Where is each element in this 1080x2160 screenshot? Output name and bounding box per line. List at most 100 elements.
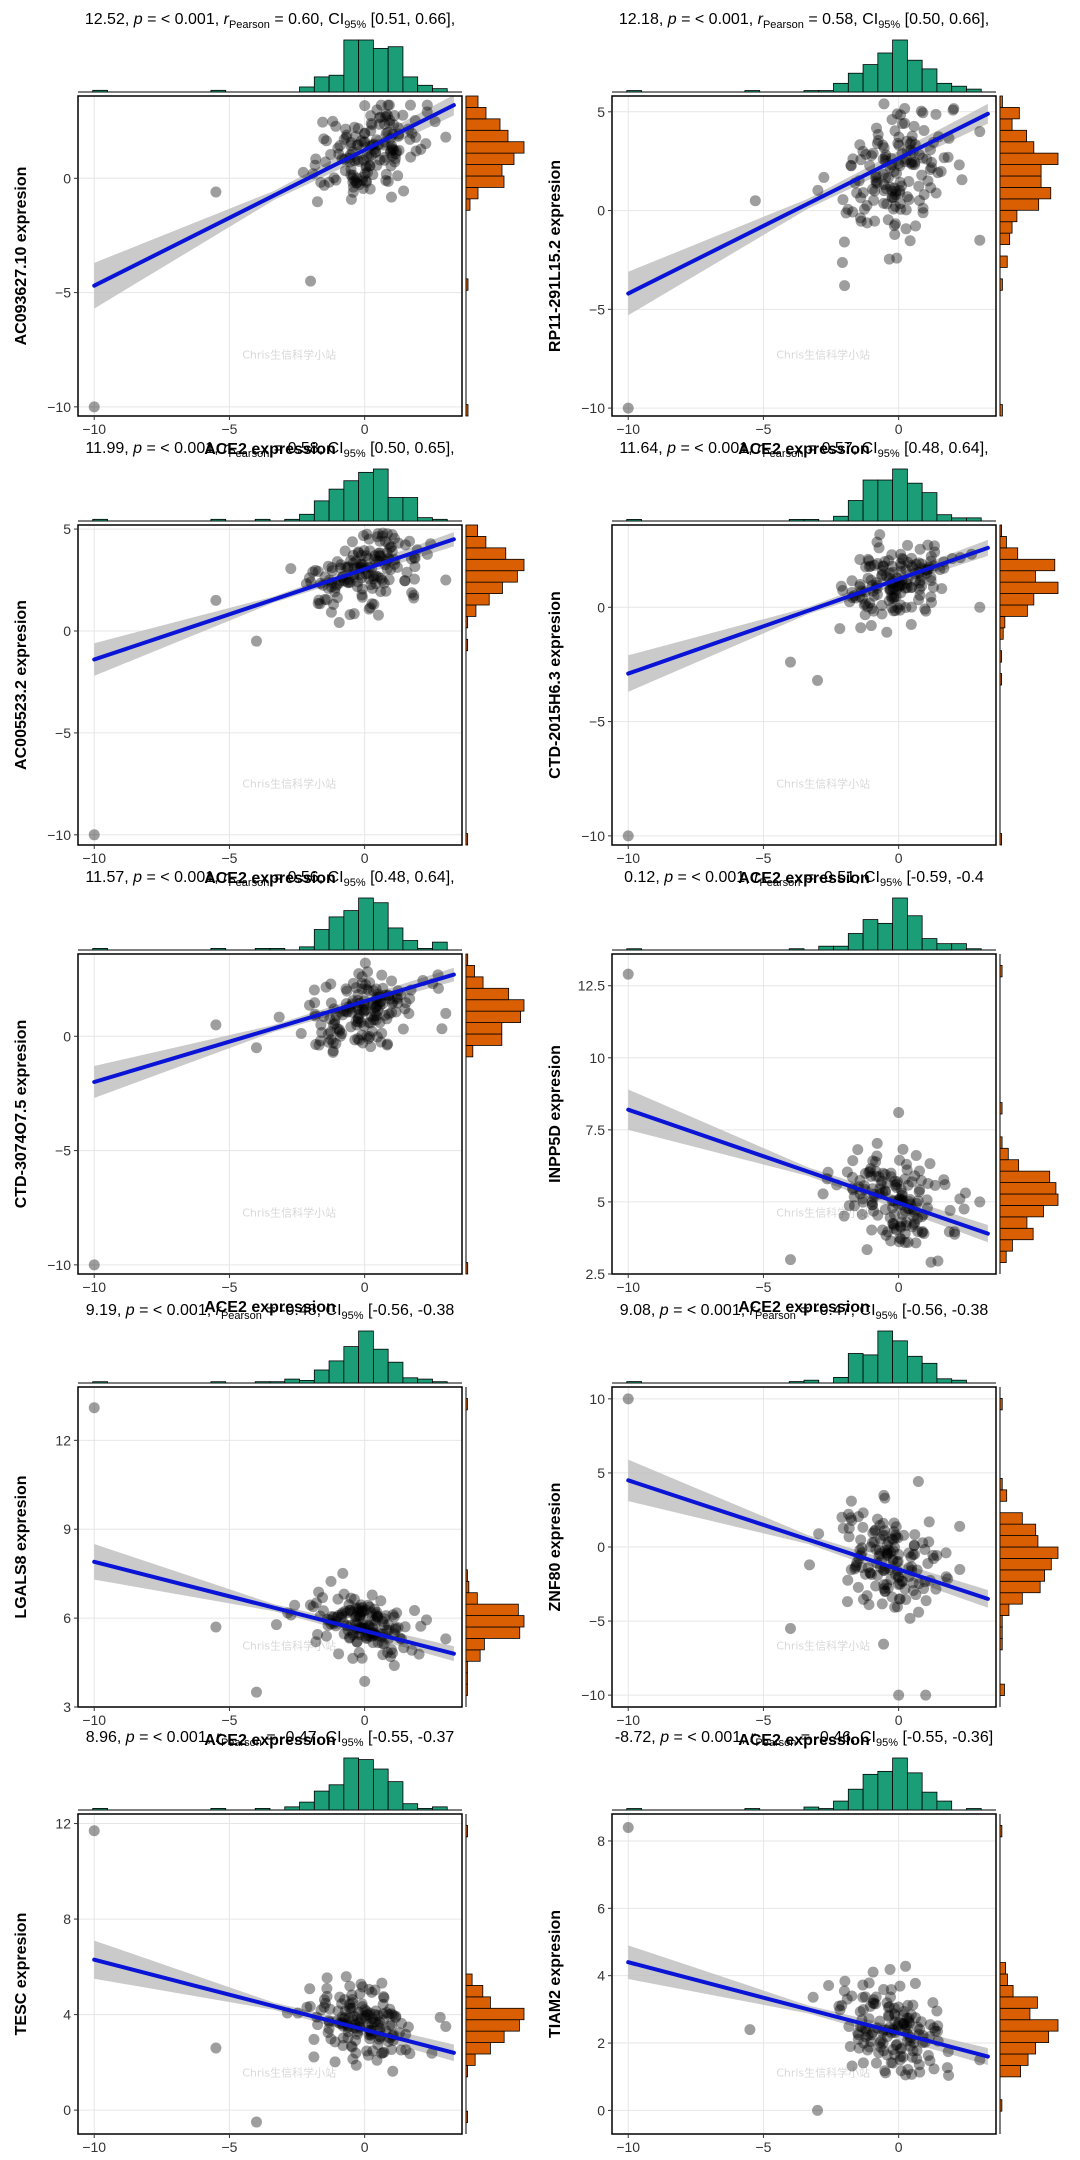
y-histogram-bar [465,1985,484,1998]
data-point [867,1527,879,1539]
x-histogram-bar [254,948,271,951]
data-point [905,157,917,169]
data-point [892,1578,904,1590]
data-point [385,2044,397,2056]
data-point [885,1546,897,1558]
data-point [881,1177,893,1189]
x-histogram-bar [626,90,642,93]
data-point [855,212,867,224]
y-histogram-bar [465,1638,485,1651]
data-point [899,1173,911,1185]
data-point [347,186,359,198]
x-histogram-bar [313,1790,330,1811]
data-point [905,1551,917,1563]
data-point [868,1994,880,2006]
data-point [854,1174,866,1186]
data-point [866,1536,878,1548]
data-point [351,2011,363,2023]
x-histogram-bar [892,39,908,93]
data-point [878,179,890,191]
data-point [878,142,890,154]
y-histogram-bar [999,187,1052,200]
data-point [938,152,950,164]
data-point [869,1524,881,1536]
watermark-text: Chris生信科学小站 [776,776,870,790]
x-histogram-bar [387,1361,404,1384]
x-histogram-bar [847,72,864,93]
data-point [359,168,371,180]
y-tick-label: 9 [63,1521,71,1537]
data-point [364,1601,376,1613]
data-point [855,192,867,204]
data-point [874,2015,886,2027]
y-histogram-bar [999,1512,1023,1525]
data-point [909,1529,921,1541]
data-point [389,153,401,165]
data-point [860,148,872,160]
data-point [899,1237,911,1249]
data-point [345,139,357,151]
x-axis-title: ACE2 expression [204,441,336,458]
y-histogram-bar [465,129,509,143]
data-point [912,1476,924,1488]
data-point [342,576,354,588]
data-point [346,1997,358,2009]
data-point [913,180,925,192]
x-histogram-bar [788,1381,805,1384]
x-tick-label: 0 [361,850,369,866]
x-histogram-bar [803,1806,820,1811]
data-point [844,2040,856,2052]
data-point [874,1519,886,1531]
data-point [895,587,907,599]
data-point [877,1564,889,1576]
data-point [325,1026,337,1038]
data-point [895,1220,907,1232]
x-histogram-bar [402,76,419,93]
data-point [944,1204,956,1216]
plot-frame [611,524,997,846]
y-histogram-bar [999,1170,1051,1183]
data-point [940,1547,952,1559]
data-point [914,589,926,601]
data-point [350,982,362,994]
data-point [882,1547,894,1559]
data-point [329,2036,341,2048]
data-point [356,589,368,601]
y-tick-label: −5 [589,301,605,317]
data-point [390,148,402,160]
data-point [879,1204,891,1216]
data-point [374,535,386,547]
data-point [376,575,388,587]
data-point [812,184,824,196]
data-point [336,1607,348,1619]
data-point [818,171,830,183]
data-point [784,1622,796,1634]
data-point [888,605,900,617]
data-point [925,575,937,587]
data-point [876,599,888,611]
data-point [368,985,380,997]
x-histogram-bar [299,1801,315,1811]
data-point [889,2049,901,2061]
data-point [352,1012,364,1024]
data-point [895,1222,907,1234]
data-point [894,184,906,196]
y-histogram-bar [999,1558,1052,1571]
data-point [879,1185,891,1197]
y-histogram-bar [999,1398,1003,1411]
data-point [382,175,394,187]
data-point [408,573,420,585]
data-point [913,2059,925,2071]
chart-panel-9: 8.96, p = < 0.001, rPearson = -0.47, CI9… [13,1729,525,2160]
data-point [931,2025,943,2037]
stat-r-value: 0.56 [288,869,319,886]
data-point [351,172,363,184]
data-point [350,2059,362,2071]
data-point [329,582,341,594]
x-histogram-bar [951,85,967,93]
data-point [901,2012,913,2024]
data-point [351,2028,363,2040]
data-point [312,597,324,609]
data-point [387,2065,399,2077]
data-point [372,609,384,621]
